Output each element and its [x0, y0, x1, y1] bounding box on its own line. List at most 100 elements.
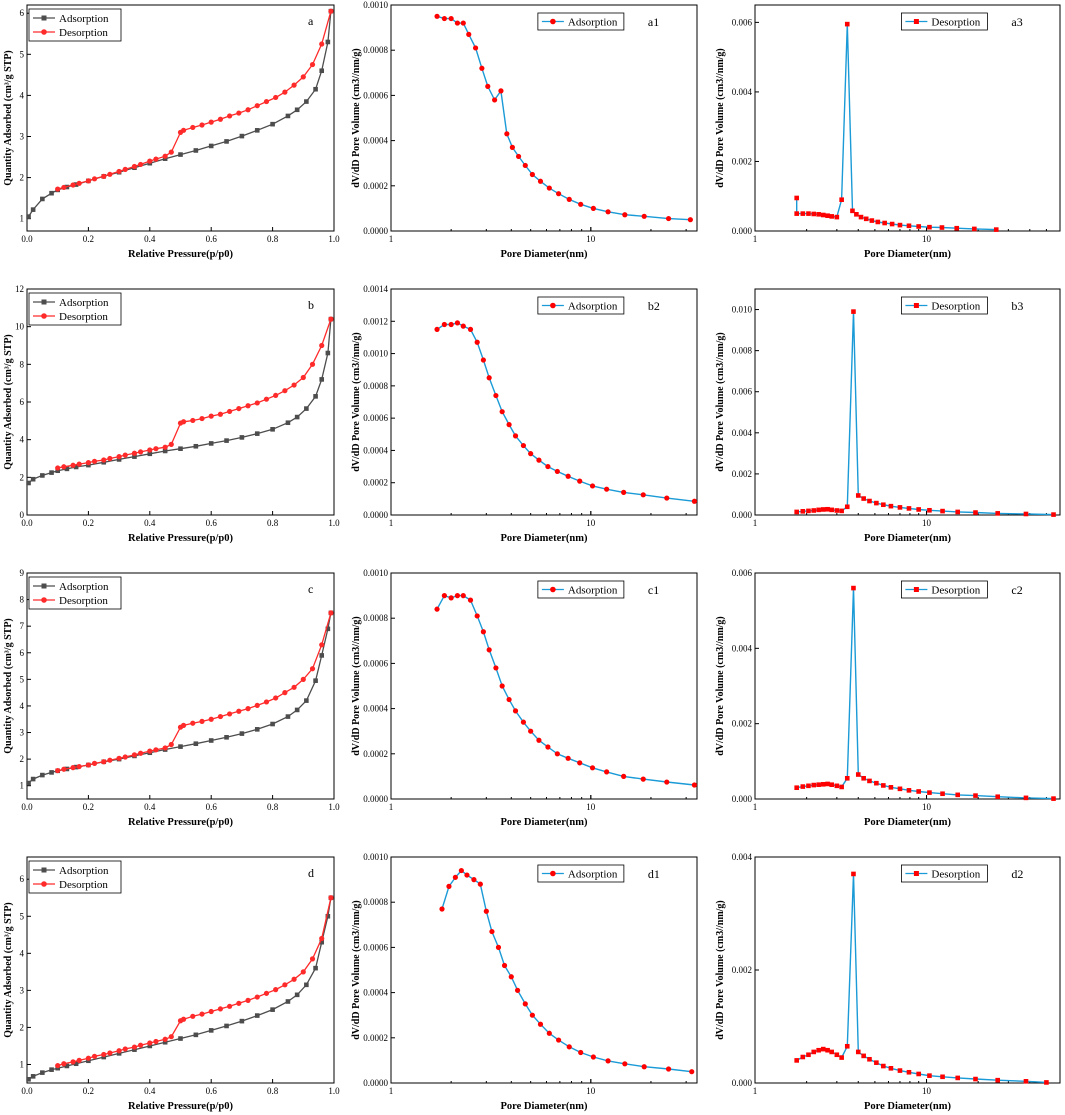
- data-point: [137, 161, 144, 168]
- data-point: [55, 468, 60, 474]
- panel-d2: 1 10 0.000 0.002 0.004 Pore Diameter(nm) dV/dD…: [715, 852, 1061, 1112]
- data-point: [177, 420, 184, 426]
- series-adsorption: [26, 895, 334, 1082]
- y-tick-label: 4: [20, 435, 25, 445]
- panel-label: d: [308, 866, 314, 880]
- legend-marker: [913, 303, 919, 308]
- data-point: [193, 741, 199, 746]
- y-axis-label: Quantity Adsorbed (cm³/g STP): [3, 902, 14, 1038]
- plot-frame: [26, 856, 335, 1084]
- data-point: [536, 457, 542, 463]
- data-point: [820, 507, 826, 512]
- data-point: [153, 156, 159, 162]
- y-tick-label: 0.0006: [363, 658, 388, 668]
- data-point: [319, 642, 325, 648]
- data-point: [995, 794, 1001, 800]
- y-tick-label: 0.0010: [363, 568, 388, 578]
- data-point: [972, 226, 977, 232]
- data-point: [882, 220, 887, 226]
- data-point: [309, 956, 316, 962]
- data-point: [640, 776, 646, 782]
- data-point: [40, 1070, 45, 1075]
- data-point: [545, 463, 551, 470]
- data-point: [254, 702, 260, 709]
- data-point: [254, 103, 260, 109]
- data-point: [236, 110, 242, 116]
- data-point: [839, 508, 844, 514]
- plot-frame: [26, 4, 335, 232]
- data-point: [199, 1011, 205, 1017]
- data-point: [545, 744, 551, 750]
- y-tick-label: 0.0014: [363, 284, 388, 294]
- data-point: [190, 720, 196, 726]
- series-line: [436, 594, 695, 786]
- series-adsorption: [26, 316, 334, 486]
- legend-box: [28, 576, 122, 610]
- data-point: [446, 883, 452, 889]
- plot-frame: [26, 572, 335, 800]
- data-point: [208, 413, 214, 419]
- data-point: [556, 1037, 562, 1043]
- data-point: [304, 982, 309, 988]
- data-point: [208, 441, 214, 446]
- panel-label: c2: [1011, 583, 1022, 597]
- x-tick-label: 0.8: [267, 234, 279, 244]
- legend-label: Desorption: [931, 585, 980, 597]
- data-point: [495, 944, 502, 951]
- x-tick-label: 0.6: [206, 802, 218, 812]
- y-tick-label: 0.002: [732, 965, 752, 975]
- data-point: [483, 908, 489, 914]
- y-axis-label: dV/dD Pore Volume (cm3//nm/g): [351, 332, 362, 472]
- data-point: [844, 1043, 850, 1049]
- y-tick-label: 0.0004: [363, 136, 388, 146]
- data-point: [820, 212, 826, 218]
- data-point: [313, 394, 318, 399]
- legend-label: Adsorption: [59, 581, 109, 593]
- data-point: [897, 505, 903, 510]
- legend-label: Desorption: [59, 879, 108, 891]
- series-adsorption: [434, 320, 698, 504]
- panel-a1: 1 10 0.0000 0.0002 0.0004 0.0006 0.0008 0.0010 P…: [351, 0, 698, 260]
- data-point: [554, 468, 560, 475]
- series-desorption: [794, 309, 1056, 517]
- legend-box: [901, 580, 988, 599]
- data-point: [40, 473, 45, 478]
- data-point: [263, 990, 270, 996]
- x-axis-label: Relative Pressure(p/p0): [128, 1101, 233, 1112]
- y-tick-label: 1: [20, 1059, 25, 1069]
- data-point: [834, 214, 840, 220]
- data-point: [91, 760, 98, 766]
- data-point: [70, 1059, 76, 1065]
- series-adsorption: [439, 867, 695, 1075]
- data-point: [955, 509, 961, 515]
- data-point: [199, 415, 205, 422]
- data-point: [153, 1038, 159, 1045]
- data-point: [30, 776, 36, 782]
- data-point: [493, 392, 499, 399]
- data-point: [1044, 1080, 1049, 1085]
- y-tick-label: 0.000: [732, 1078, 753, 1088]
- data-point: [434, 606, 440, 612]
- series-line: [28, 612, 332, 784]
- data-point: [208, 716, 214, 722]
- y-tick-label: 5: [20, 49, 25, 59]
- legend-box: [901, 864, 988, 883]
- data-point: [825, 781, 830, 787]
- legend: Adsorption: [537, 12, 625, 31]
- data-point: [954, 225, 960, 231]
- y-tick-label: 0.0002: [363, 1033, 388, 1043]
- data-point: [107, 455, 113, 462]
- data-point: [282, 388, 288, 394]
- y-tick-label: 0.0010: [363, 852, 388, 862]
- data-point: [285, 714, 291, 719]
- x-axis-label: Pore Diameter(nm): [501, 1101, 588, 1112]
- data-point: [834, 1052, 840, 1058]
- y-tick-label: 5: [20, 674, 25, 684]
- data-point: [486, 375, 492, 381]
- data-point: [800, 784, 806, 789]
- data-point: [168, 741, 174, 748]
- data-point: [806, 508, 811, 514]
- y-tick-label: 9: [20, 568, 25, 578]
- series-desorption: [55, 316, 334, 471]
- y-tick-label: 0.0002: [363, 478, 388, 488]
